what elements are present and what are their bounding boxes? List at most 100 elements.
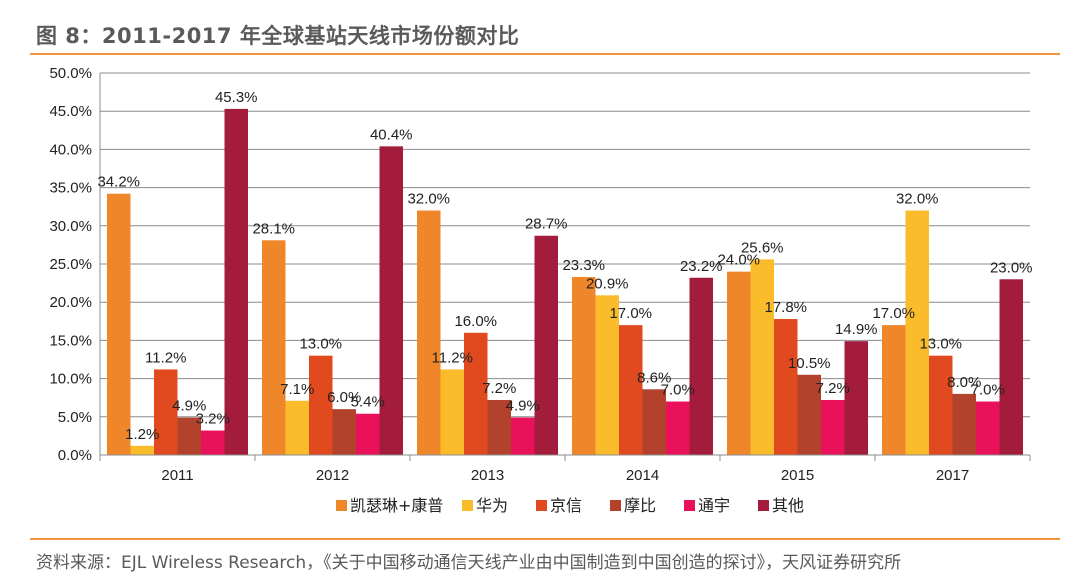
y-tick-label: 40.0%: [49, 141, 92, 158]
data-label: 8.0%: [947, 374, 981, 391]
bar: [440, 369, 464, 455]
data-label: 14.9%: [835, 321, 878, 338]
x-tick-label: 2014: [626, 467, 659, 484]
bar: [177, 417, 201, 455]
y-tick-label: 30.0%: [49, 218, 92, 235]
data-label: 23.0%: [990, 259, 1033, 276]
x-tick-label: 2011: [161, 467, 193, 484]
bar: [309, 355, 333, 455]
bar: [107, 193, 131, 455]
data-label: 28.1%: [252, 220, 295, 237]
bar: [905, 210, 929, 455]
y-tick-label: 20.0%: [49, 294, 92, 311]
bar: [929, 355, 953, 455]
bar: [487, 399, 511, 455]
bar: [797, 374, 821, 455]
legend-swatch: [684, 500, 695, 511]
data-label: 16.0%: [454, 313, 497, 330]
data-label: 23.2%: [680, 258, 723, 275]
bar: [285, 400, 309, 455]
bar: [727, 271, 751, 455]
y-tick-label: 45.0%: [49, 103, 92, 120]
legend-swatch: [610, 500, 621, 511]
y-tick-label: 0.0%: [58, 447, 92, 464]
y-tick-label: 25.0%: [49, 256, 92, 273]
data-label: 40.4%: [370, 126, 413, 143]
data-label: 7.2%: [482, 380, 516, 397]
x-tick-label: 2015: [781, 467, 814, 484]
x-tick-label: 2017: [936, 467, 969, 484]
data-label: 28.7%: [525, 216, 568, 233]
source-rule: [30, 538, 1060, 540]
source-note: 资料来源：EJL Wireless Research，《关于中国移动通信天线产业…: [36, 553, 902, 573]
bar: [666, 401, 690, 455]
data-label: 32.0%: [896, 191, 939, 208]
bar: [379, 146, 403, 455]
data-label: 25.6%: [741, 239, 784, 256]
data-label: 5.4%: [351, 394, 385, 411]
data-label: 7.0%: [661, 382, 695, 399]
legend-swatch: [758, 500, 769, 511]
data-label: 45.3%: [215, 89, 258, 106]
bar: [356, 413, 380, 455]
bar: [130, 445, 154, 455]
data-label: 20.9%: [586, 275, 629, 292]
y-tick-label: 5.0%: [58, 409, 92, 426]
data-label: 32.0%: [407, 191, 450, 208]
bar: [952, 393, 976, 455]
bar-chart: 0.0% 5.0% 10.0% 15.0% 20.0% 25.0% 30.0% 35.0% 40…: [49, 65, 1032, 515]
y-tick-label: 35.0%: [49, 180, 92, 197]
y-tick-label: 50.0%: [49, 65, 92, 82]
bar: [689, 277, 713, 455]
data-label: 10.5%: [788, 355, 831, 372]
legend-label: 通宇: [698, 496, 730, 515]
bar: [821, 399, 845, 455]
legend-swatch: [336, 500, 347, 511]
legend-label: 华为: [476, 496, 508, 515]
title-rule: [30, 53, 1060, 55]
legend-label: 摩比: [624, 496, 656, 515]
legend-label: 其他: [772, 496, 804, 515]
data-label: 11.2%: [145, 349, 186, 366]
data-label: 23.3%: [562, 257, 605, 274]
data-label: 3.2%: [196, 411, 230, 428]
bars: [107, 108, 1023, 455]
bar: [750, 259, 774, 455]
data-label: 6.0%: [327, 389, 361, 406]
data-label: 8.6%: [637, 369, 671, 386]
y-axis: 0.0% 5.0% 10.0% 15.0% 20.0% 25.0% 30.0% 35.0% 40…: [49, 65, 101, 464]
bar: [511, 417, 535, 455]
bar: [642, 389, 666, 455]
bar: [595, 295, 619, 455]
data-label: 13.0%: [919, 336, 962, 353]
y-tick-label: 15.0%: [49, 332, 92, 349]
y-tick-label: 10.0%: [49, 371, 92, 388]
bar: [464, 332, 488, 455]
data-label: 7.0%: [971, 382, 1005, 399]
bar: [417, 210, 441, 455]
bar: [844, 341, 868, 455]
legend-label: 凯瑟琳+康普: [350, 496, 443, 515]
grid-lines: [100, 72, 1030, 456]
bar: [882, 325, 906, 455]
data-label: 34.2%: [97, 174, 140, 191]
bar: [572, 276, 596, 455]
bar: [619, 325, 643, 455]
data-label: 7.2%: [816, 380, 850, 397]
bar: [976, 401, 1000, 455]
data-label: 13.0%: [299, 336, 342, 353]
data-label: 17.8%: [764, 299, 807, 316]
data-label: 17.0%: [872, 305, 915, 322]
legend: 凯瑟琳+康普 华为 京信 摩比 通宇 其他: [336, 496, 804, 515]
legend-label: 京信: [550, 496, 582, 515]
data-labels: 34.2%1.2%11.2%4.9%3.2%45.3%28.1%7.1%13.0…: [97, 89, 1032, 443]
data-label: 7.1%: [280, 381, 314, 398]
x-tick-label: 2012: [316, 467, 349, 484]
bar: [154, 369, 178, 455]
data-label: 11.2%: [432, 349, 473, 366]
data-label: 17.0%: [609, 305, 652, 322]
bar: [224, 108, 248, 455]
data-label: 4.9%: [506, 398, 540, 415]
data-label: 24.0%: [717, 252, 760, 269]
bar: [999, 279, 1023, 455]
